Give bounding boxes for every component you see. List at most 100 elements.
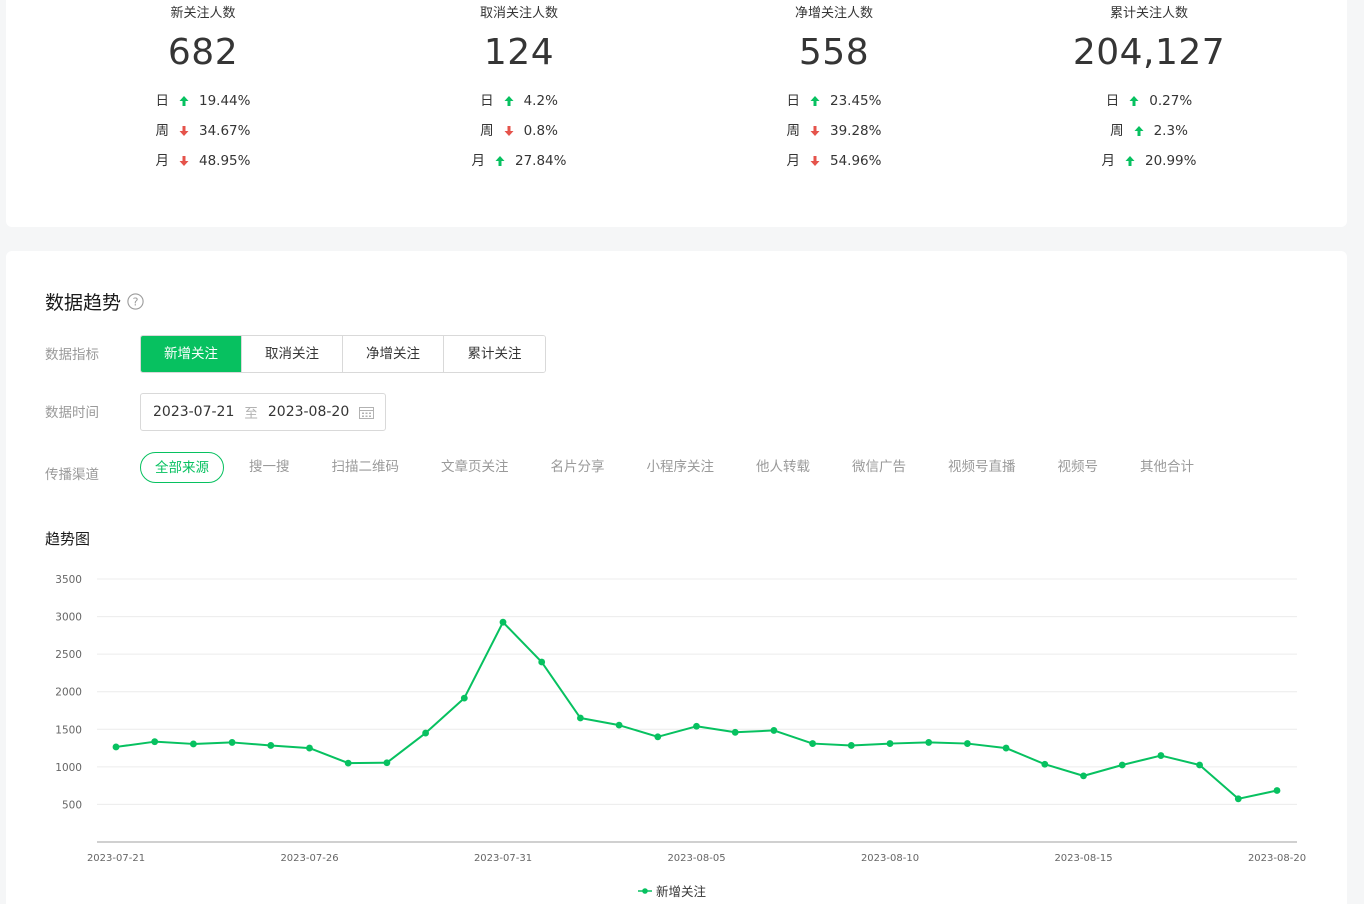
stat-period-label: 日 (480, 93, 494, 109)
stat-title: 新关注人数 (170, 6, 236, 21)
stat-period-label: 月 (471, 153, 486, 169)
arrow-up-icon (179, 95, 189, 107)
stat-change-row: 日 0.27% (1039, 86, 1259, 116)
metric-label: 数据指标 (45, 347, 99, 363)
channel-tab[interactable]: 搜一搜 (249, 459, 290, 475)
channel-tab[interactable]: 扫描二维码 (331, 459, 400, 475)
stat-period-label: 周 (155, 123, 170, 139)
stat-change-row: 月 27.84% (409, 146, 629, 176)
stat-change-row: 日 23.45% (724, 86, 944, 116)
date-end[interactable]: 2023-08-20 (267, 404, 350, 420)
arrow-up-icon (810, 95, 820, 107)
legend-marker-icon (638, 887, 652, 894)
x-tick-label: 2023-07-31 (474, 853, 532, 864)
data-point (770, 727, 778, 734)
data-point (1157, 752, 1165, 759)
data-point (228, 739, 236, 746)
stat-change-percent: 20.99% (1145, 153, 1197, 169)
stat-column: 取消关注人数 124 日 4.2% 周 0.8% 月 27.84% (409, 0, 629, 176)
channel-tab[interactable]: 视频号 (1057, 459, 1099, 475)
stat-period-label: 日 (786, 93, 801, 109)
arrow-up-icon (1125, 155, 1135, 167)
x-tick-label: 2023-07-26 (280, 853, 338, 864)
help-icon[interactable]: ? (127, 293, 144, 310)
data-point (1080, 772, 1087, 780)
data-point (112, 743, 120, 751)
data-point (1002, 744, 1010, 752)
stat-change-row: 周 0.8% (409, 116, 629, 146)
data-point (809, 740, 816, 747)
arrow-down-icon (179, 125, 189, 137)
stat-value: 124 (483, 32, 555, 73)
svg-text:?: ? (133, 296, 139, 309)
channel-tab[interactable]: 文章页关注 (441, 459, 509, 475)
channel-tab[interactable]: 微信广告 (852, 459, 906, 475)
calendar-icon[interactable] (359, 406, 374, 419)
metric-tab[interactable]: 新增关注 (141, 336, 242, 372)
date-separator: 至 (244, 406, 258, 422)
arrow-down-icon (179, 155, 189, 167)
stats-card: 新关注人数 682 日 19.44% 周 34.67% 月 48.95% 取消关注人数 124 日 4… (6, 0, 1347, 227)
metric-selector: 新增关注 取消关注 净增关注 累计关注 (140, 335, 546, 373)
data-point (654, 733, 662, 741)
stat-value: 204,127 (1072, 32, 1226, 73)
arrow-down-icon (810, 125, 820, 137)
y-tick-label: 1500 (55, 724, 82, 736)
data-point (886, 740, 894, 747)
arrow-down-icon (810, 155, 820, 167)
data-point (693, 722, 700, 730)
y-tick-label: 2000 (55, 687, 82, 699)
section-title: 数据趋势 ? (45, 288, 144, 315)
date-start[interactable]: 2023-07-21 (153, 404, 235, 420)
stat-change-percent: 0.8% (523, 123, 558, 139)
stat-period-label: 周 (480, 123, 494, 139)
data-point (344, 759, 352, 767)
data-point (1196, 761, 1203, 769)
stat-change-percent: 2.3% (1153, 123, 1188, 139)
data-point (383, 759, 391, 767)
stat-change-percent: 34.67% (199, 123, 251, 139)
data-point (538, 658, 546, 666)
date-range-picker[interactable]: 2023-07-21 至 2023-08-20 (140, 393, 386, 431)
stat-change-percent: 39.28% (830, 123, 882, 139)
channel-tab[interactable]: 他人转载 (756, 459, 810, 475)
data-point (190, 740, 197, 748)
stat-change-percent: 54.96% (830, 153, 882, 169)
stat-column: 新关注人数 682 日 19.44% 周 34.67% 月 48.95% (93, 0, 313, 176)
x-tick-label: 2023-07-21 (87, 853, 145, 864)
stat-title: 累计关注人数 (1109, 6, 1188, 21)
channel-tab[interactable]: 视频号直播 (948, 459, 1016, 475)
stat-change-row: 日 4.2% (409, 86, 629, 116)
x-tick-label: 2023-08-15 (1054, 853, 1112, 864)
stat-period-label: 日 (1105, 93, 1120, 109)
stat-period-label: 周 (786, 123, 801, 139)
data-point (925, 739, 933, 746)
y-tick-label: 1000 (55, 762, 82, 774)
channel-tab[interactable]: 名片分享 (550, 459, 605, 475)
section-title-text: 数据趋势 (45, 292, 122, 314)
metric-tab[interactable]: 净增关注 (343, 336, 444, 372)
x-tick-label: 2023-08-10 (861, 853, 919, 864)
stat-change-row: 月 20.99% (1039, 146, 1259, 176)
data-point (1234, 795, 1242, 803)
stat-title: 净增关注人数 (794, 6, 873, 21)
channel-tab[interactable]: 小程序关注 (646, 459, 715, 475)
stat-change-percent: 19.44% (199, 93, 251, 109)
chart-legend[interactable]: 新增关注 (638, 881, 706, 900)
channel-tab[interactable]: 全部来源 (140, 452, 224, 483)
data-point (499, 618, 507, 626)
metric-tab[interactable]: 取消关注 (242, 336, 343, 372)
stat-period-label: 月 (1101, 153, 1116, 169)
stat-period-label: 日 (155, 93, 170, 109)
time-label: 数据时间 (45, 405, 99, 421)
chart-title: 趋势图 (45, 530, 91, 548)
data-point (151, 738, 159, 746)
data-point (615, 721, 623, 729)
metric-tab[interactable]: 累计关注 (444, 336, 545, 372)
channel-tab[interactable]: 其他合计 (1140, 459, 1194, 475)
arrow-down-icon (504, 125, 514, 137)
stat-change-row: 日 19.44% (93, 86, 313, 116)
y-tick-label: 500 (62, 799, 82, 811)
y-tick-label: 3000 (55, 612, 82, 624)
channel-tabs: 全部来源 搜一搜 扫描二维码 文章页关注 名片分享 小程序关注 他人转载 微信广告 视频号直播 视… (140, 452, 1194, 483)
